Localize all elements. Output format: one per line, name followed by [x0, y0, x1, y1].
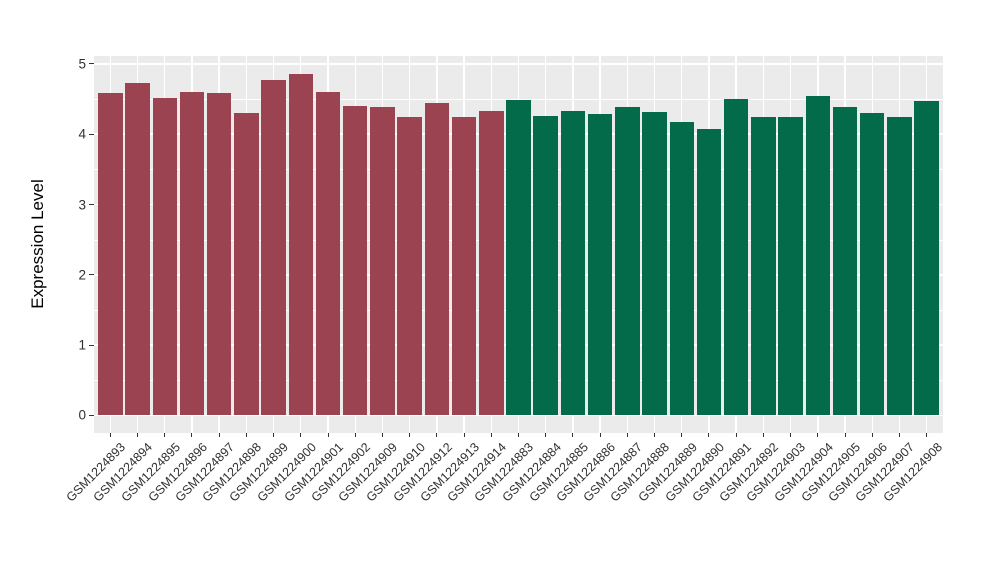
plot-panel	[94, 56, 943, 433]
bar-GSM1224887	[615, 107, 640, 416]
y-tick-mark	[89, 133, 94, 135]
bar-GSM1224904	[805, 96, 831, 416]
x-tick-mark	[898, 433, 900, 437]
x-tick-mark	[436, 433, 438, 437]
x-tick-mark	[817, 433, 819, 437]
x-tick-mark	[708, 433, 710, 437]
x-tick-mark	[871, 433, 873, 437]
bar-GSM1224913	[451, 116, 477, 416]
y-tick-label: 1	[78, 337, 86, 353]
x-tick-mark	[654, 433, 656, 437]
x-tick-mark	[518, 433, 519, 437]
bar-GSM1224901	[315, 92, 341, 416]
bar-GSM1224912	[424, 102, 450, 416]
x-tick-mark	[926, 433, 928, 437]
bar-GSM1224908	[914, 101, 939, 416]
bar-GSM1224885	[560, 111, 586, 416]
y-tick-label: 0	[78, 407, 86, 423]
x-tick-mark	[626, 433, 628, 437]
x-tick-mark	[545, 433, 547, 437]
bar-GSM1224883	[506, 100, 531, 416]
x-tick-mark	[164, 433, 166, 437]
x-tick-mark	[300, 433, 302, 437]
bar-GSM1224914	[479, 111, 504, 416]
x-tick-mark	[354, 433, 356, 437]
y-tick-mark	[89, 274, 94, 276]
bar-GSM1224884	[533, 115, 558, 416]
bar-GSM1224892	[751, 116, 776, 416]
y-tick-mark	[89, 63, 94, 65]
bar-GSM1224886	[587, 113, 613, 416]
bar-GSM1224897	[206, 92, 232, 416]
x-tick-mark	[490, 433, 492, 437]
x-tick-mark	[599, 433, 601, 437]
bar-GSM1224895	[152, 97, 177, 416]
bar-GSM1224893	[98, 92, 123, 416]
bar-GSM1224888	[642, 112, 667, 416]
x-tick-mark	[681, 433, 683, 437]
bar-GSM1224910	[397, 117, 422, 416]
x-tick-mark	[381, 433, 383, 437]
bar-GSM1224903	[778, 116, 803, 416]
y-tick-label: 4	[78, 126, 86, 142]
x-tick-mark	[762, 433, 764, 437]
bar-GSM1224890	[696, 128, 722, 416]
x-tick-mark	[735, 433, 737, 437]
x-tick-mark	[109, 433, 111, 437]
bar-GSM1224898	[234, 113, 259, 416]
y-tick-label: 5	[78, 56, 86, 72]
bar-GSM1224899	[261, 80, 286, 416]
x-tick-mark	[218, 433, 220, 437]
bar-GSM1224906	[860, 113, 885, 416]
y-tick-label: 2	[78, 267, 86, 283]
bar-GSM1224894	[125, 82, 150, 416]
bar-GSM1224907	[887, 117, 912, 416]
bar-GSM1224902	[342, 106, 368, 416]
x-tick-mark	[245, 433, 247, 437]
y-tick-label: 3	[78, 197, 86, 212]
x-tick-mark	[844, 433, 846, 437]
y-tick-mark	[89, 344, 94, 346]
bar-GSM1224896	[179, 92, 205, 416]
x-tick-mark	[327, 433, 329, 437]
x-tick-mark	[790, 433, 792, 437]
x-tick-mark	[572, 433, 574, 437]
x-tick-mark	[463, 433, 465, 437]
x-tick-mark	[273, 433, 275, 437]
x-tick-mark	[137, 433, 139, 437]
bar-GSM1224889	[669, 121, 694, 416]
bar-GSM1224905	[832, 107, 858, 416]
bar-GSM1224900	[288, 73, 314, 416]
bar-GSM1224909	[370, 107, 395, 416]
x-tick-mark	[191, 433, 193, 437]
y-tick-mark	[89, 414, 94, 416]
x-tick-mark	[409, 433, 411, 437]
bar-GSM1224891	[723, 99, 749, 416]
y-tick-mark	[89, 204, 94, 205]
